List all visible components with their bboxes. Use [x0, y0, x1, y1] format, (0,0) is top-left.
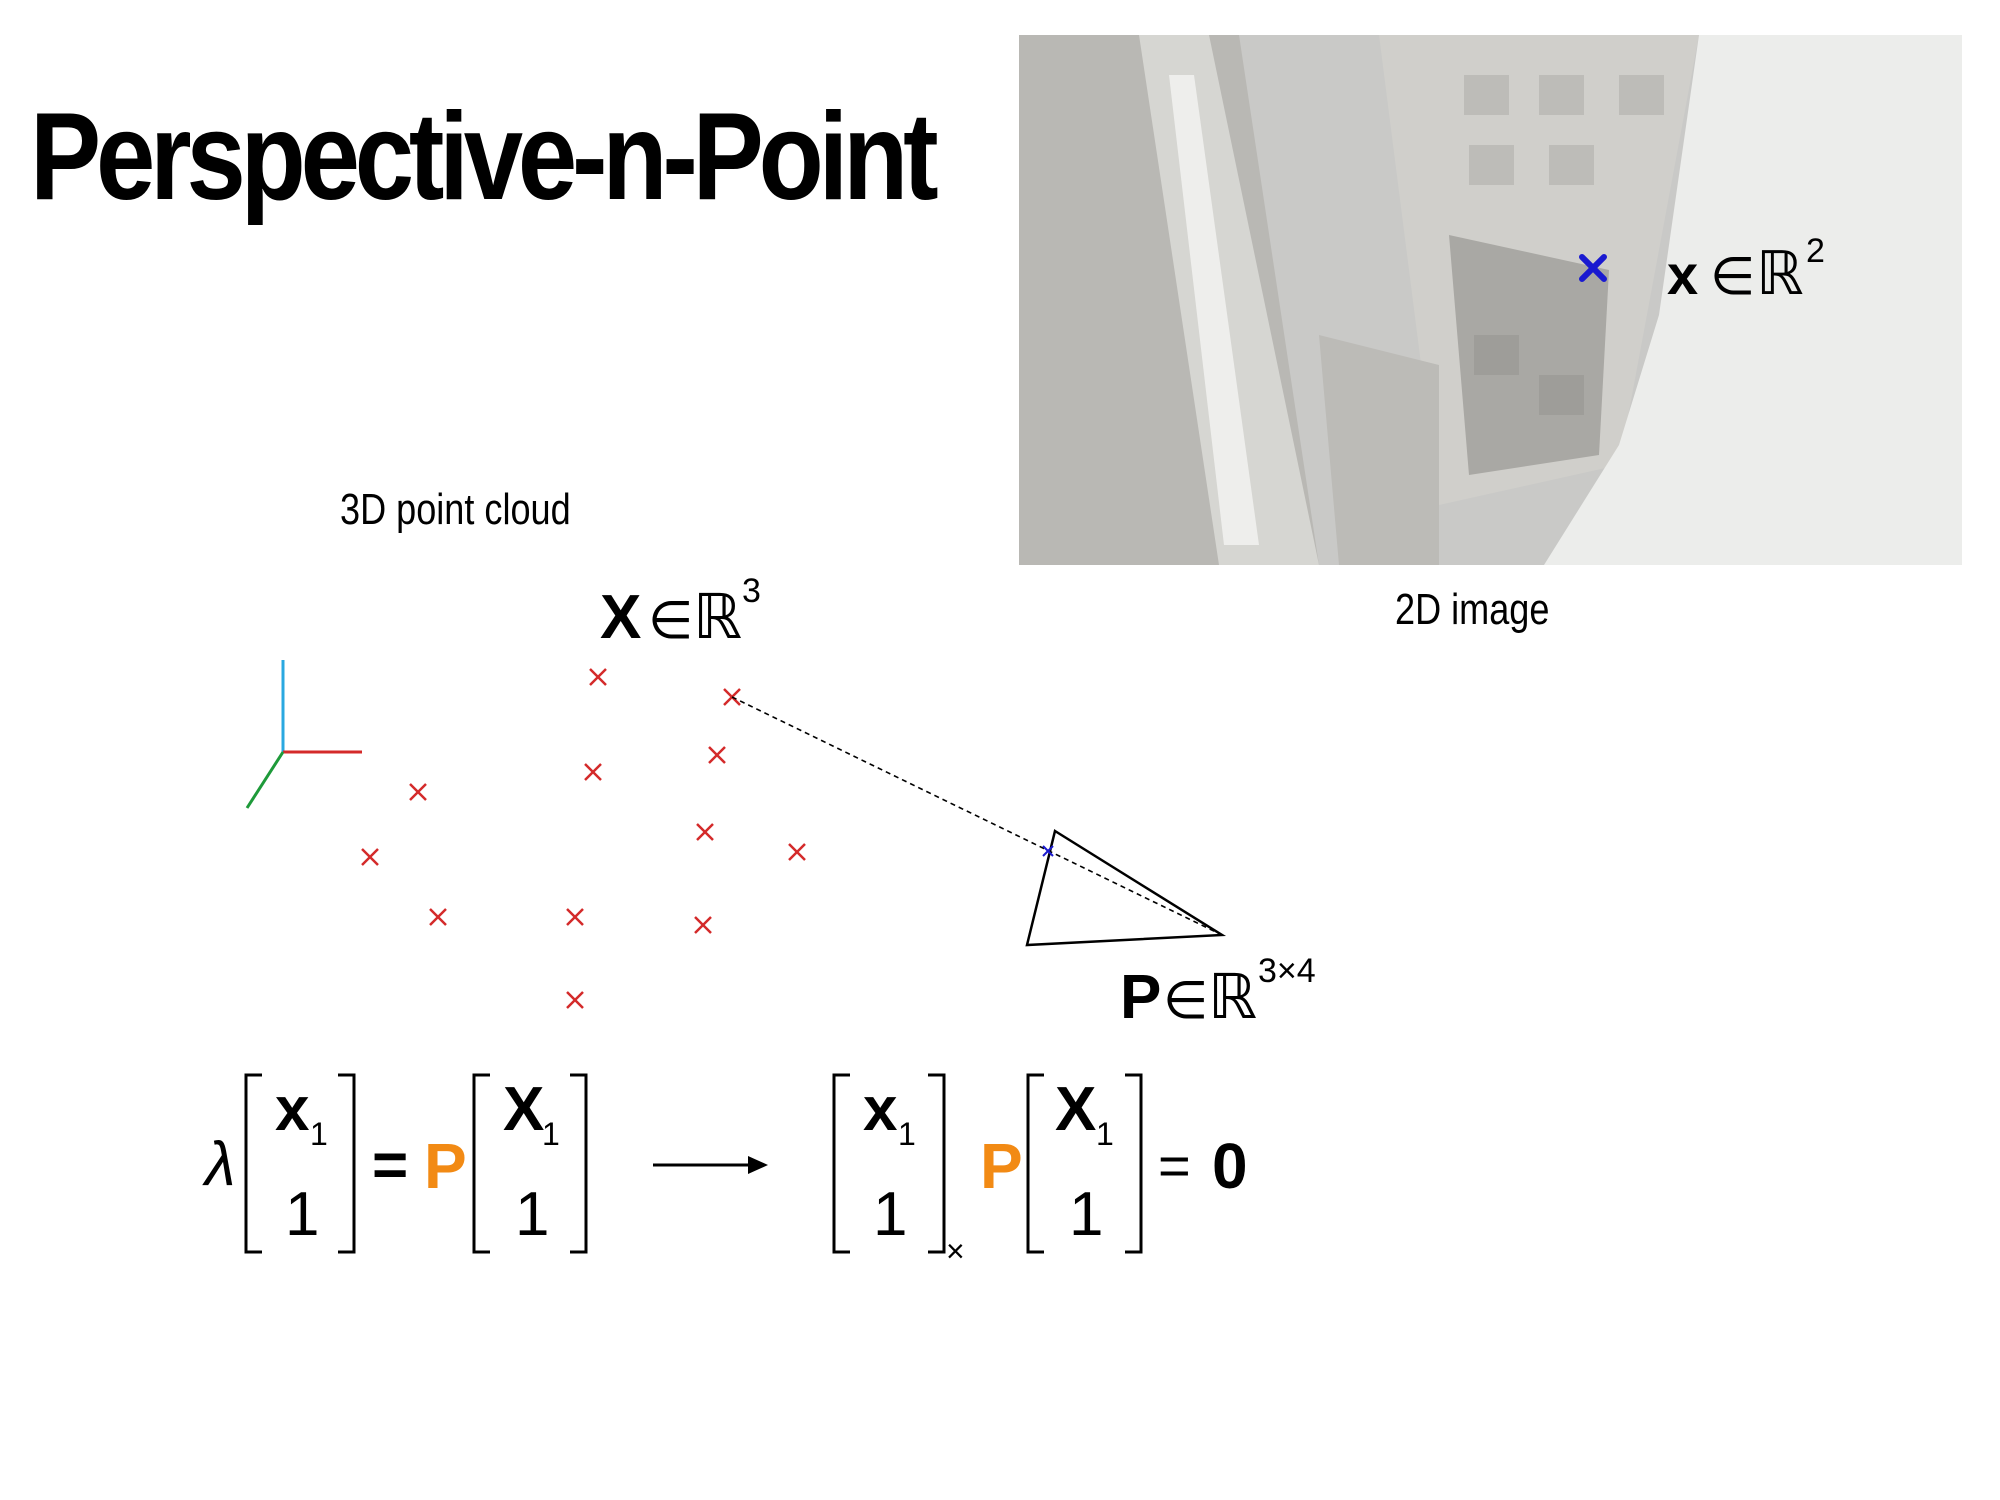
point-marker: [566, 908, 584, 926]
point-marker: [361, 848, 379, 866]
eq2-X-top: X: [1055, 1075, 1096, 1144]
point-marker: [584, 763, 602, 781]
eq1-X-top: X: [503, 1075, 544, 1144]
eq2-x-sub: 1: [898, 1116, 916, 1152]
point-marker: [696, 823, 714, 841]
image-point-marker: [1579, 254, 1607, 282]
eq1-x-sub: 1: [310, 1116, 328, 1152]
eq2-x-top: x: [863, 1075, 898, 1144]
camera-triangle: [1025, 829, 1227, 947]
faded-building-photo: [1019, 35, 1962, 565]
caption-3d-point-cloud: 3D point cloud: [340, 485, 571, 534]
eq-left-bracket-4: [1026, 1073, 1044, 1254]
label-reals-p: ℝ: [1208, 963, 1257, 1032]
point-cloud: [361, 668, 806, 1009]
eq1-X-sub: 1: [542, 1116, 560, 1152]
label-element-of-2d: ∈: [1710, 248, 1755, 306]
point-marker: [429, 908, 447, 926]
axis-z: [245, 751, 285, 809]
label-dim-3x4: 3×4: [1258, 952, 1316, 990]
point-marker: [566, 991, 584, 1009]
point-marker: [788, 843, 806, 861]
implies-arrow: [653, 1156, 768, 1174]
eq1-one: 1: [285, 1180, 319, 1249]
eq1-x-top: x: [275, 1075, 310, 1144]
eq-right-bracket-1: [338, 1073, 356, 1254]
eq2-equals: =: [1158, 1134, 1191, 1197]
label-element-of-p: ∈: [1163, 972, 1208, 1030]
eq1-one-b: 1: [515, 1180, 549, 1249]
point-marker: [409, 783, 427, 801]
eq-right-bracket-4: [1125, 1073, 1143, 1254]
eq-left-bracket-3: [832, 1073, 850, 1254]
label-reals-3d: ℝ: [693, 583, 742, 652]
eq2-zero: 0: [1212, 1130, 1248, 1202]
eq-left-bracket-2: [472, 1073, 490, 1254]
projected-point: [1042, 845, 1054, 857]
eq2-cross-sub: ×: [946, 1233, 965, 1269]
label-dim-2: 2: [1806, 232, 1825, 270]
eq2-P: P: [980, 1130, 1023, 1202]
caption-2d-image: 2D image: [1395, 585, 1550, 634]
label-dim-3: 3: [742, 572, 761, 610]
eq-lambda: λ: [202, 1130, 236, 1199]
point-marker: [589, 668, 607, 686]
eq-right-bracket-3: [928, 1073, 946, 1254]
label-reals-2d: ℝ: [1756, 240, 1804, 307]
projection-ray: [731, 696, 1223, 936]
slide-title: Perspective-n-Point: [30, 88, 939, 226]
label-p: P: [1120, 963, 1161, 1032]
label-element-of-3d: ∈: [648, 592, 693, 650]
eq2-X-sub: 1: [1096, 1116, 1114, 1152]
label-x-upper: X: [600, 583, 641, 652]
eq-left-bracket-1: [244, 1073, 262, 1254]
point-marker: [708, 746, 726, 764]
eq1-P: P: [424, 1130, 467, 1202]
label-x-lower: x: [1667, 243, 1698, 306]
point-marker: [694, 916, 712, 934]
eq-right-bracket-2: [570, 1073, 588, 1254]
eq1-equals: =: [372, 1131, 408, 1200]
eq2-one: 1: [873, 1180, 907, 1249]
eq2-one-b: 1: [1069, 1180, 1103, 1249]
